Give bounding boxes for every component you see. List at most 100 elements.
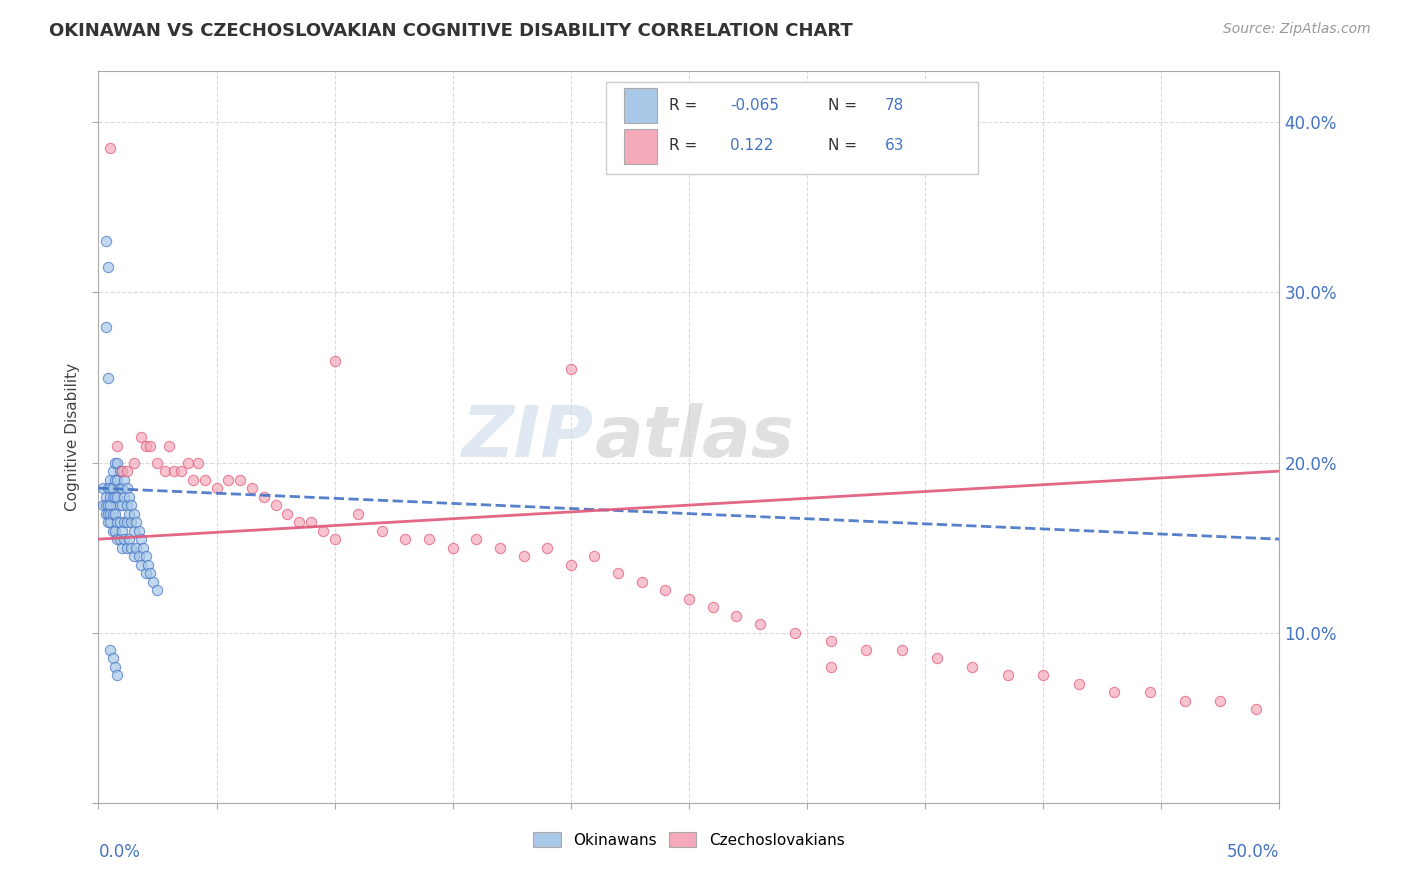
Point [98,481,121,495]
Point [129,430,152,444]
Point [607,566,630,581]
Text: N =: N = [828,138,858,153]
Point [135,566,157,581]
Point [108,481,131,495]
Text: ZIP: ZIP [463,402,595,472]
Point [785,625,807,640]
Point [536,541,558,555]
Point [890,642,912,657]
Point [111,524,134,538]
Point [112,490,135,504]
Point [997,668,1019,682]
Point [98,507,121,521]
Text: 0.122: 0.122 [730,138,773,153]
Point [139,439,162,453]
Point [129,532,152,546]
Point [170,464,193,478]
Point [94,507,117,521]
Point [136,558,159,572]
Point [97,507,120,521]
Point [1244,702,1267,716]
Point [855,642,877,657]
Text: R =: R = [669,97,697,112]
Point [276,507,298,521]
Point [122,524,145,538]
Point [101,464,124,478]
Point [748,617,770,632]
Point [128,524,150,538]
Point [229,473,252,487]
Point [153,464,176,478]
Point [371,524,394,538]
FancyBboxPatch shape [606,82,979,174]
Point [560,362,582,376]
Point [512,549,534,563]
Point [725,608,748,623]
Point [108,515,131,529]
Point [115,481,138,495]
Point [820,634,842,648]
Point [97,498,120,512]
Point [115,515,138,529]
Point [135,439,157,453]
Point [678,591,700,606]
Point [139,566,162,581]
Point [105,532,128,546]
Point [97,481,120,495]
Point [112,515,135,529]
Point [97,370,120,384]
Point [98,515,121,529]
Point [654,583,676,598]
Point [112,473,135,487]
Point [347,507,370,521]
Point [112,532,135,546]
Point [98,473,121,487]
Point [105,456,128,470]
Point [125,515,148,529]
Point [1102,685,1125,699]
Text: R =: R = [669,138,697,153]
Point [962,659,984,673]
Point [121,515,143,529]
Text: OKINAWAN VS CZECHOSLOVAKIAN COGNITIVE DISABILITY CORRELATION CHART: OKINAWAN VS CZECHOSLOVAKIAN COGNITIVE DI… [49,22,853,40]
Point [98,141,121,155]
Legend: Okinawans, Czechoslovakians: Okinawans, Czechoslovakians [527,825,851,854]
Point [105,473,128,487]
Point [288,515,311,529]
Point [129,558,152,572]
Point [118,490,141,504]
Point [115,464,138,478]
Point [820,659,842,673]
Point [94,498,117,512]
Point [264,498,287,512]
Text: N =: N = [828,97,858,112]
Point [323,532,346,546]
Y-axis label: Cognitive Disability: Cognitive Disability [65,363,80,511]
Point [98,642,121,657]
Point [122,549,145,563]
Point [121,498,143,512]
Point [132,541,155,555]
Point [108,498,131,512]
Point [441,541,464,555]
Point [299,515,322,529]
Point [108,464,131,478]
Point [1067,677,1090,691]
Point [104,507,127,521]
Text: Source: ZipAtlas.com: Source: ZipAtlas.com [1223,22,1371,37]
Point [111,464,134,478]
Point [240,481,263,495]
Point [111,481,134,495]
Point [583,549,606,563]
Point [181,473,204,487]
Point [118,507,141,521]
Point [394,532,416,546]
Point [1174,694,1197,708]
Point [97,515,120,529]
FancyBboxPatch shape [624,88,657,123]
Text: atlas: atlas [595,402,794,472]
Point [630,574,652,589]
Point [104,490,127,504]
Point [1209,694,1232,708]
Point [146,456,169,470]
